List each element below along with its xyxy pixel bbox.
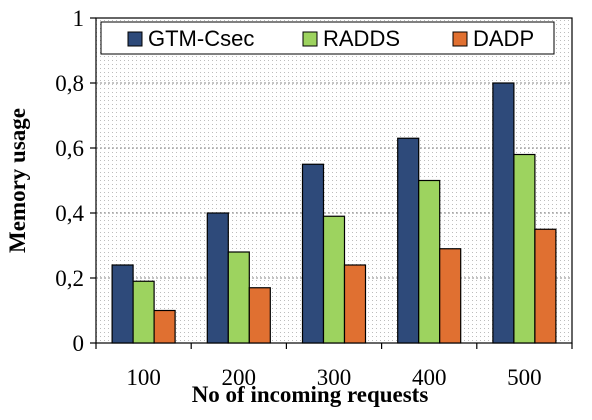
legend-label: RADDS bbox=[323, 26, 400, 51]
legend-swatch bbox=[452, 31, 468, 47]
bar-dadp bbox=[534, 228, 557, 344]
bar-gtm-csec bbox=[492, 82, 515, 344]
bar-radds bbox=[322, 215, 346, 344]
bar-gtm-csec bbox=[111, 264, 134, 344]
legend: GTM-Csec RADDS DADP bbox=[100, 21, 555, 55]
y-tick-label: 0,4 bbox=[55, 201, 84, 226]
legend-swatch bbox=[127, 31, 143, 47]
bar-dadp bbox=[153, 309, 176, 344]
y-tick-label: 0,8 bbox=[55, 71, 84, 96]
x-tick-label: 400 bbox=[412, 365, 447, 390]
y-axis-title: Memory usage bbox=[5, 108, 30, 253]
bar-radds bbox=[227, 251, 250, 344]
bar-radds bbox=[418, 179, 441, 344]
x-tick-label: 100 bbox=[126, 365, 161, 390]
bar-gtm-csec bbox=[397, 137, 420, 344]
x-tick-label: 300 bbox=[317, 365, 352, 390]
x-tick-label: 500 bbox=[507, 365, 542, 390]
legend-swatch bbox=[302, 31, 318, 47]
bar-radds bbox=[513, 153, 536, 344]
y-tick-label: 0,6 bbox=[55, 136, 84, 161]
bar-radds bbox=[132, 280, 155, 344]
bar-gtm-csec bbox=[301, 163, 325, 344]
bar-gtm-csec bbox=[206, 212, 229, 344]
x-tick-label: 200 bbox=[222, 365, 257, 390]
y-tick-label: 0 bbox=[73, 331, 85, 356]
bar-dadp bbox=[439, 248, 462, 344]
legend-label: DADP bbox=[473, 26, 534, 51]
plot-area: 0 0,2 0,4 0,6 0,8 1 100 200 300 400 500 bbox=[55, 6, 573, 390]
y-tick-label: 0,2 bbox=[55, 266, 84, 291]
y-tick-label: 1 bbox=[73, 6, 85, 31]
bar-dadp bbox=[343, 264, 367, 344]
bar-dadp bbox=[248, 287, 271, 344]
legend-box bbox=[100, 21, 555, 55]
x-axis-title: No of incoming requests bbox=[192, 382, 429, 407]
legend-label: GTM-Csec bbox=[148, 26, 254, 51]
